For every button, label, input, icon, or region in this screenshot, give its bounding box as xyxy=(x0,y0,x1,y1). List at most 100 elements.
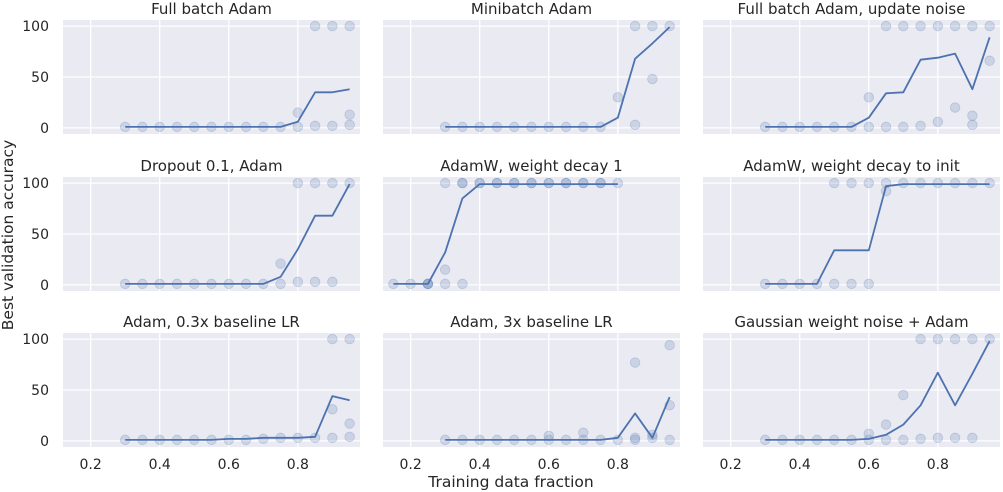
panel-4-point-17 xyxy=(344,177,355,189)
panel-3-point-18 xyxy=(967,119,978,131)
panel-1-series-line xyxy=(125,88,350,128)
panel-8-x-tick-label-3: 0.8 xyxy=(607,457,629,473)
panel-4: Dropout 0.1, Adam 0 50 100 xyxy=(22,157,360,294)
panel-9: Gaussian weight noise + Adam 0.2 0.4 0.6 0.8 xyxy=(703,313,1000,473)
panel-5: AdamW, weight decay 1 xyxy=(383,157,680,291)
panel-4-point-13 xyxy=(309,276,321,288)
panel-1-point-15 xyxy=(327,20,338,32)
panel-7-point-17 xyxy=(344,333,355,345)
panel-4-point-15 xyxy=(327,276,338,288)
panel-6-title: AdamW, weight decay to init xyxy=(743,157,960,175)
panel-5-point-27 xyxy=(612,177,624,189)
panel-8-point-20 xyxy=(664,340,675,351)
panel-1-title: Full batch Adam xyxy=(151,0,272,18)
panel-8-point-10 xyxy=(578,427,589,438)
panel-6-point-6 xyxy=(846,278,857,290)
panel-2-point-14 xyxy=(647,20,658,32)
panel-9-point-9 xyxy=(880,419,892,430)
panel-3-point-12 xyxy=(915,120,926,132)
panel-3-point-9 xyxy=(880,20,892,32)
panel-6: AdamW, weight decay to init xyxy=(703,157,1000,291)
panel-9-point-12 xyxy=(915,433,926,445)
panel-2-point-13 xyxy=(647,73,658,85)
panel-5-point-10 xyxy=(457,177,468,189)
panel-3-point-8 xyxy=(880,121,892,133)
panel-7-x-tick-label-0: 0.2 xyxy=(79,457,101,473)
panel-5-point-5 xyxy=(439,278,451,290)
panel-5-series-line xyxy=(393,183,618,285)
panel-6-point-17 xyxy=(984,177,995,189)
panel-7: Adam, 0.3x baseline LR 0 50 100 0.2 0.4 0.6 0.8 xyxy=(22,313,360,473)
panel-3-point-17 xyxy=(949,20,961,32)
panel-1-y-tick-label-0: 0 xyxy=(40,121,49,137)
panel-4-point-11 xyxy=(292,276,304,288)
panel-5-point-23 xyxy=(578,177,589,189)
panel-8-title: Adam, 3x baseline LR xyxy=(450,313,612,331)
panel-9-x-tick-label-1: 0.4 xyxy=(789,457,811,473)
panel-1-point-16 xyxy=(344,119,355,131)
panel-2-title: Minibatch Adam xyxy=(471,0,592,18)
panel-9-x-tick-label-3: 0.8 xyxy=(927,457,949,473)
panel-7-y-tick-label-2: 100 xyxy=(22,332,49,348)
panel-9-point-10 xyxy=(898,434,909,446)
panel-4-point-9 xyxy=(275,278,286,290)
panel-4-point-10 xyxy=(275,258,286,269)
panel-6-point-4 xyxy=(829,278,840,290)
panel-3-title: Full batch Adam, update noise xyxy=(738,0,966,18)
panel-3-point-19 xyxy=(967,110,978,121)
panel-5-point-14 xyxy=(491,177,503,189)
panel-1-y-tick-label-1: 50 xyxy=(31,70,49,86)
panel-2-point-12 xyxy=(629,20,641,32)
panel-2-point-10 xyxy=(612,92,624,103)
panel-5-point-24 xyxy=(578,177,589,189)
panel-9-point-15 xyxy=(932,333,944,345)
panel-1-y-tick-label-2: 100 xyxy=(22,19,49,35)
panel-9-point-14 xyxy=(932,432,944,444)
panel-5-point-18 xyxy=(526,177,537,189)
panel-3-point-7 xyxy=(863,92,874,103)
panel-7-point-14 xyxy=(327,333,338,345)
panel-1-point-12 xyxy=(309,120,321,132)
y-axis-label: Best validation accuracy xyxy=(0,140,17,330)
panel-1-point-14 xyxy=(327,120,338,132)
panel-8: Adam, 3x baseline LR 0.2 0.4 0.6 0.8 xyxy=(383,313,680,473)
panel-7-series-line xyxy=(125,395,350,441)
panel-2-series-line xyxy=(445,26,671,128)
panel-4-title: Dropout 0.1, Adam xyxy=(140,157,282,175)
panel-3-point-13 xyxy=(915,20,926,32)
panel-9-point-16 xyxy=(949,432,961,444)
panel-6-point-14 xyxy=(932,177,944,189)
panel-5-point-13 xyxy=(491,177,503,189)
panel-7-point-7 xyxy=(240,434,252,446)
panel-5-point-17 xyxy=(526,177,537,189)
panel-9-title: Gaussian weight noise + Adam xyxy=(734,313,968,331)
panel-3-point-15 xyxy=(932,20,944,32)
panel-3-point-16 xyxy=(949,102,961,113)
panel-3-point-11 xyxy=(898,20,909,32)
panel-9-point-7 xyxy=(863,428,874,439)
panel-5-point-7 xyxy=(439,177,451,189)
panel-1: Full batch Adam 0 50 100 xyxy=(22,0,360,137)
panel-6-point-16 xyxy=(967,177,978,189)
panel-7-point-15 xyxy=(344,431,355,443)
panel-1-point-18 xyxy=(344,20,355,32)
panel-8-series-line xyxy=(445,396,671,441)
panel-4-point-16 xyxy=(327,177,338,189)
panel-9-point-17 xyxy=(949,333,961,345)
panel-9-point-13 xyxy=(915,333,926,345)
panel-5-point-25 xyxy=(595,177,606,189)
panel-8-point-13 xyxy=(629,434,641,446)
panel-3-series-line xyxy=(765,37,991,128)
panel-6-point-5 xyxy=(829,177,840,189)
panel-4-y-tick-label-2: 100 xyxy=(22,176,49,192)
panel-4-point-14 xyxy=(309,177,321,189)
panel-5-point-21 xyxy=(560,177,572,189)
panel-1-point-13 xyxy=(309,20,321,32)
panel-5-point-20 xyxy=(543,177,554,189)
panel-5-point-26 xyxy=(595,177,606,189)
panel-5-point-15 xyxy=(509,177,520,189)
panel-6-point-12 xyxy=(898,177,909,189)
x-axis-label: Training data fraction xyxy=(427,473,593,491)
panel-3: Full batch Adam, update noise xyxy=(703,0,1000,134)
